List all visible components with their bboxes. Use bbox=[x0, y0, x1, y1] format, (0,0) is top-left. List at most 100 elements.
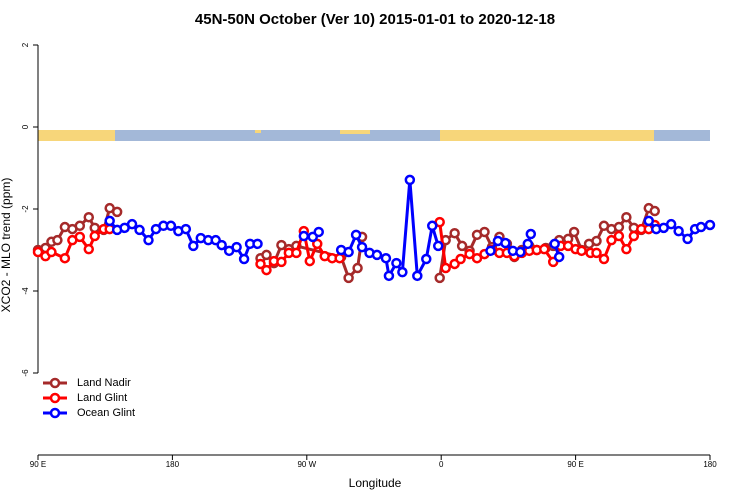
data-point bbox=[591, 235, 602, 247]
y-tick-label: 2 bbox=[21, 42, 30, 47]
data-point bbox=[350, 229, 362, 241]
y-tick-label: -2 bbox=[21, 205, 30, 213]
data-point bbox=[383, 270, 395, 282]
legend-swatch-marker bbox=[49, 377, 61, 389]
data-point bbox=[434, 272, 445, 284]
x-tick-label: 0 bbox=[439, 460, 444, 469]
ocean-strip bbox=[38, 130, 710, 141]
data-point bbox=[704, 219, 716, 231]
data-point bbox=[252, 238, 263, 250]
legend-swatch-marker bbox=[49, 407, 61, 419]
data-point bbox=[391, 257, 402, 269]
data-point bbox=[568, 226, 580, 238]
data-point bbox=[52, 234, 63, 246]
data-point bbox=[404, 174, 416, 186]
data-point bbox=[89, 222, 100, 234]
data-point bbox=[291, 247, 302, 259]
x-tick-label: 90 E bbox=[30, 460, 46, 469]
data-point bbox=[371, 249, 383, 261]
y-tick-label: -6 bbox=[21, 369, 30, 377]
data-point bbox=[261, 264, 272, 276]
data-point bbox=[83, 243, 95, 255]
data-point bbox=[471, 252, 483, 264]
data-point bbox=[522, 238, 534, 250]
chart-title: 45N-50N October (Ver 10) 2015-01-01 to 2… bbox=[195, 11, 555, 28]
data-point bbox=[343, 272, 354, 284]
y-tick-label: 0 bbox=[21, 124, 30, 129]
data-point bbox=[649, 205, 660, 217]
data-point bbox=[356, 241, 368, 253]
data-point bbox=[479, 226, 490, 238]
data-point bbox=[456, 240, 468, 252]
data-point bbox=[276, 239, 287, 251]
map-strip bbox=[38, 130, 710, 141]
land-strip bbox=[440, 130, 654, 141]
data-point bbox=[455, 253, 466, 265]
land-strip bbox=[255, 130, 261, 133]
data-point bbox=[104, 215, 115, 227]
land-strip bbox=[340, 130, 370, 134]
data-point bbox=[276, 256, 287, 268]
data-point bbox=[485, 245, 496, 257]
data-point bbox=[695, 221, 707, 233]
data-point bbox=[380, 252, 392, 264]
data-point bbox=[515, 246, 526, 258]
data-point bbox=[538, 243, 550, 255]
data-point bbox=[143, 234, 154, 246]
data-point bbox=[216, 239, 227, 251]
data-point bbox=[628, 230, 640, 242]
data-point bbox=[313, 226, 324, 238]
data-point bbox=[621, 243, 632, 255]
data-point bbox=[165, 220, 177, 232]
data-point bbox=[621, 211, 632, 223]
data-point bbox=[440, 262, 451, 274]
legend-swatch-marker bbox=[49, 392, 61, 404]
data-point bbox=[643, 215, 655, 227]
y-tick-label: -4 bbox=[21, 287, 30, 295]
data-point bbox=[525, 228, 537, 240]
data-point bbox=[312, 238, 323, 250]
data-point bbox=[83, 211, 95, 223]
data-point bbox=[432, 240, 444, 252]
data-point bbox=[606, 234, 617, 246]
legend-label: Ocean Glint bbox=[77, 407, 135, 419]
data-point bbox=[134, 224, 145, 236]
x-tick-label: 90 W bbox=[297, 460, 316, 469]
x-tick-label: 90 E bbox=[567, 460, 583, 469]
data-point bbox=[180, 223, 192, 235]
legend: Land Nadir Land Glint Ocean Glint bbox=[43, 377, 135, 419]
data-point bbox=[549, 238, 560, 250]
data-point bbox=[304, 255, 316, 267]
data-point bbox=[421, 253, 432, 265]
x-tick-label: 180 bbox=[166, 460, 180, 469]
x-tick-label: 180 bbox=[703, 460, 717, 469]
data-point bbox=[126, 218, 138, 230]
data-point bbox=[238, 253, 250, 265]
data-point bbox=[74, 231, 86, 243]
data-point bbox=[352, 262, 363, 274]
data-point bbox=[261, 249, 272, 261]
data-point bbox=[449, 227, 460, 239]
x-axis-label: Longitude bbox=[349, 476, 402, 490]
data-point bbox=[111, 206, 123, 218]
data-point bbox=[89, 230, 100, 242]
data-point bbox=[397, 266, 408, 278]
y-axis-label: XCO2 - MLO trend (ppm) bbox=[0, 178, 13, 313]
data-point bbox=[464, 248, 475, 260]
data-point bbox=[46, 246, 57, 258]
data-point bbox=[665, 218, 677, 230]
data-point bbox=[298, 230, 310, 242]
land-strip bbox=[38, 130, 115, 141]
data-point bbox=[598, 253, 610, 265]
data-point bbox=[591, 247, 602, 259]
data-point bbox=[59, 252, 71, 264]
data-point bbox=[576, 245, 587, 257]
data-point bbox=[32, 246, 44, 258]
data-point bbox=[553, 251, 565, 263]
data-point bbox=[613, 221, 625, 233]
data-point bbox=[412, 270, 423, 282]
data-point bbox=[231, 241, 242, 253]
data-point bbox=[188, 240, 199, 252]
data-point bbox=[334, 252, 345, 264]
